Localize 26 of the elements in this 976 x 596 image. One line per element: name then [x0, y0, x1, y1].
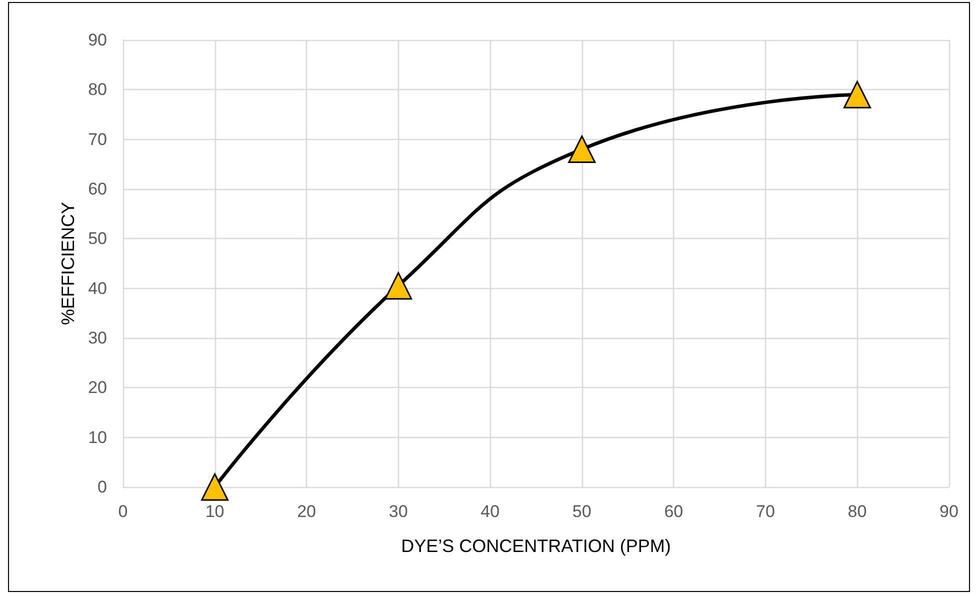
point — [201, 473, 229, 501]
y-tick-label: 10 — [88, 428, 107, 447]
y-tick-label: 90 — [88, 30, 107, 50]
x-tick-label: 40 — [480, 502, 500, 521]
y-tick-label: 20 — [88, 378, 107, 398]
y-tick-label: 50 — [88, 229, 107, 248]
x-tick-label: 0 — [118, 502, 128, 521]
x-tick-label: 50 — [572, 502, 592, 521]
point — [568, 136, 596, 164]
y-tick-label: 40 — [88, 278, 107, 298]
point — [843, 80, 871, 108]
y-tick-label: 0 — [98, 478, 107, 496]
x-tick-label: 20 — [297, 502, 316, 521]
x-tick-label: 90 — [940, 502, 958, 521]
y-axis-title: %EFFICIENCY — [58, 202, 78, 326]
y-tick-label: 60 — [88, 180, 107, 198]
x-tick-label: 80 — [848, 502, 867, 521]
point — [384, 272, 412, 300]
x-tick-label: 10 — [205, 502, 224, 521]
x-tick-label: 60 — [664, 502, 684, 521]
y-tick-label: 30 — [88, 328, 107, 348]
x-tick-label: 70 — [756, 502, 775, 521]
y-tick-label: 80 — [88, 80, 107, 100]
x-tick-label: 30 — [388, 502, 408, 521]
x-axis-title: DYE’S CONCENTRATION (PPM) — [401, 536, 671, 556]
y-tick-label: 70 — [88, 130, 107, 149]
